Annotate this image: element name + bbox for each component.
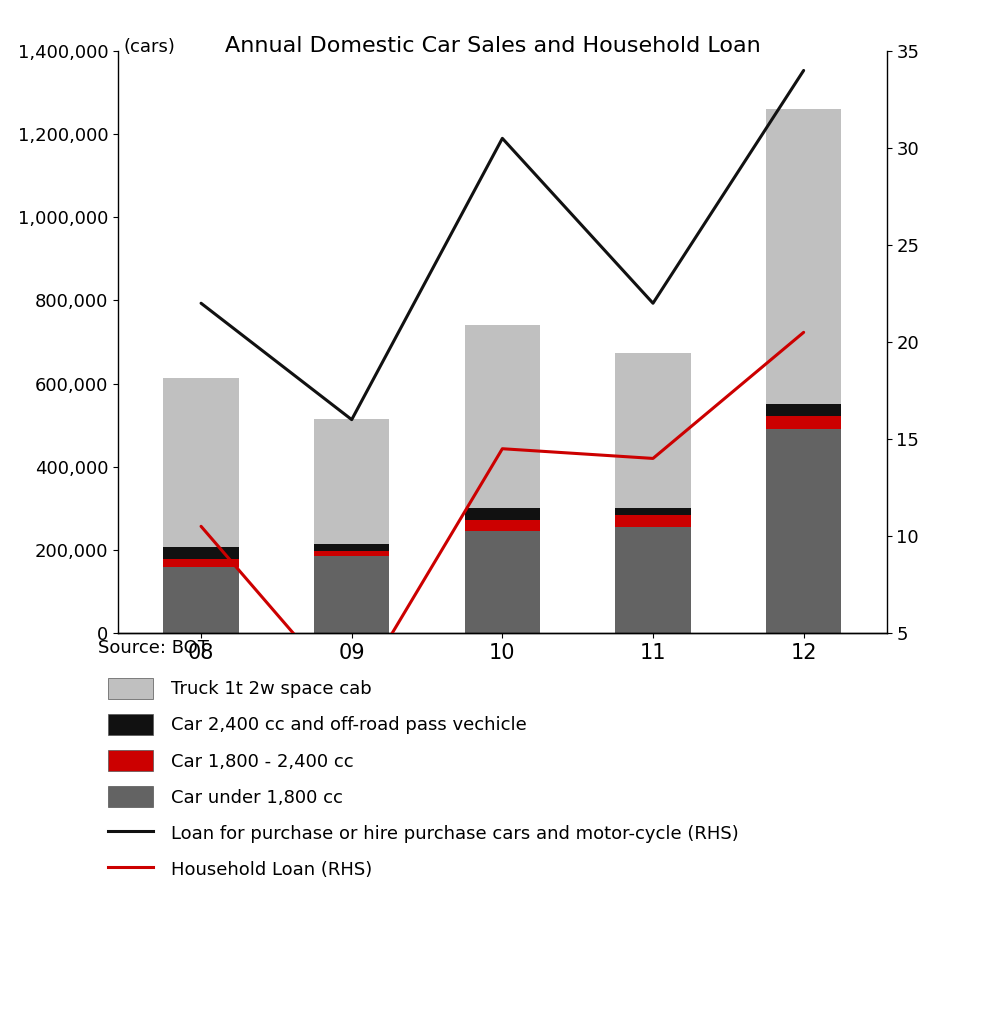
Legend: Truck 1t 2w space cab, Car 2,400 cc and off-road pass vechicle, Car 1,800 - 2,40: Truck 1t 2w space cab, Car 2,400 cc and … [107, 678, 739, 880]
Bar [164, 378, 238, 546]
Text: Annual Domestic Car Sales and Household Loan: Annual Domestic Car Sales and Household … [225, 36, 760, 56]
Bar [465, 531, 540, 633]
Bar [616, 516, 690, 527]
Text: (cars): (cars) [123, 38, 175, 56]
Bar [164, 546, 238, 560]
Bar [766, 404, 841, 416]
Bar [616, 527, 690, 633]
Bar [164, 567, 238, 633]
Bar [766, 429, 841, 633]
Bar [766, 109, 841, 404]
Bar [314, 556, 389, 633]
Bar [616, 353, 690, 508]
Bar [314, 551, 389, 556]
Bar [164, 560, 238, 567]
Text: Source: BOT: Source: BOT [98, 639, 210, 658]
Bar [465, 520, 540, 531]
Bar [314, 543, 389, 551]
Bar [314, 419, 389, 543]
Bar [465, 326, 540, 508]
Bar [766, 416, 841, 429]
Bar [465, 508, 540, 520]
Bar [616, 508, 690, 516]
